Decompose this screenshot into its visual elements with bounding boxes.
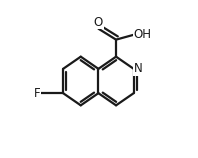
Text: OH: OH xyxy=(134,28,152,41)
Text: O: O xyxy=(94,16,103,29)
Text: F: F xyxy=(34,87,41,100)
Text: N: N xyxy=(134,62,142,75)
